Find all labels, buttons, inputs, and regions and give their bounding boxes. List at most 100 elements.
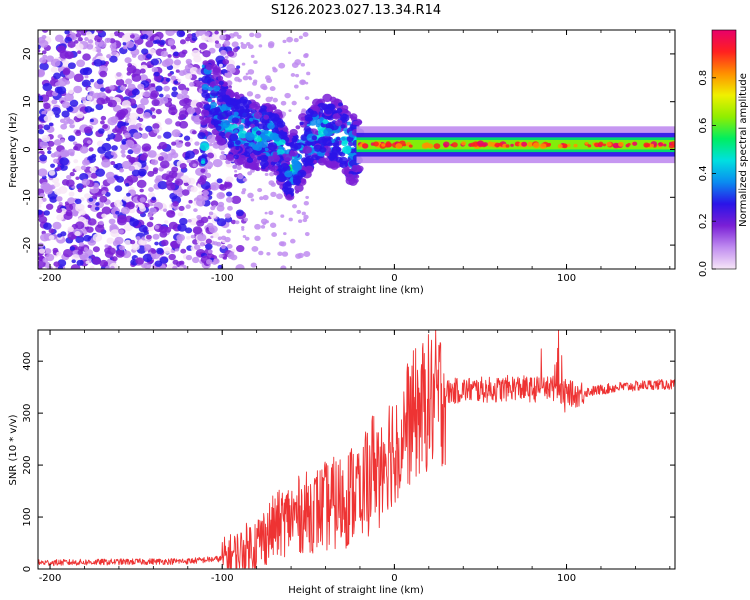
spectrogram-cell [202,60,209,66]
spectrogram-cell [298,35,303,40]
spectrogram-cell [75,32,82,38]
spectrogram-cell [150,159,159,166]
spectrogram-cell [232,164,238,170]
spectrogram-cell [51,99,58,105]
spectrogram-cell [176,93,184,100]
spectrogram-cell [124,57,132,64]
spectrogram-cell [303,214,309,220]
spectrogram-cell [253,135,262,142]
spectrogram-cell [77,188,83,193]
spectrogram-cell [94,224,105,233]
spectrogram-cell [214,30,219,35]
spectrogram-cell [179,99,188,107]
spectrogram-cell [67,197,76,204]
spectrogram-cell [259,196,264,201]
spectrogram-cell [69,123,75,129]
spectrogram-cell [234,140,241,146]
spectrogram-cell [229,67,236,74]
spectrogram-cell [121,100,131,108]
spectrogram-cell [561,143,568,148]
spectrogram-cell [532,142,540,149]
spectrogram-cell [185,73,193,80]
spectrogram-cell [606,141,612,147]
spectrogram-cell [344,166,350,172]
spectrogram-cell [252,81,258,86]
spectrogram-cell [172,259,179,265]
spectrogram-cell [100,87,106,92]
spectrogram-cell [335,147,342,153]
spectrogram-cell [124,239,131,246]
spectrogram-cell [125,78,133,85]
spectrogram-cell [38,204,42,208]
spectrogram-cell [160,50,169,57]
spectrogram-cell [124,139,135,148]
spectrogram-cell [198,191,203,195]
spectrogram-cell [276,193,283,200]
spectrogram-cell [206,134,217,144]
spectrogram-cell [170,75,177,81]
spectrogram-cell [41,110,47,116]
spectrogram-cell [207,222,214,229]
spectrogram-cell [325,122,333,129]
spectrogram-cell [300,134,309,141]
spectrogram-cell [151,249,157,254]
spectrogram-cell [38,49,41,53]
spectrogram-cell [247,69,255,75]
spectrogram-cell [176,239,183,245]
spectrogram-cell [164,220,169,224]
spectrogram-cell [510,143,514,147]
spectrogram-cell [124,132,131,139]
spectrogram-cell [272,66,276,70]
spectrogram-cell [75,176,80,180]
spectrogram-cell [181,89,188,96]
spectrogram-cell [177,266,184,269]
spectrogram-cell [143,230,149,236]
spectrogram-cell [217,236,223,241]
spectrogram-cell [150,107,156,112]
spectrogram-cell [255,130,262,136]
spectrogram-cell [120,206,130,215]
spectrogram-cell [236,65,241,69]
spectrogram-cell [223,143,229,148]
spectrogram-cell [101,190,107,195]
spectrogram-cell [271,127,279,134]
spectrogram-cell [137,202,144,208]
spectrogram-cell [177,78,182,83]
spectrogram-cell [38,209,43,215]
spectrogram-cell [87,39,94,44]
spectrogram-cell [220,49,227,56]
spectrogram-cell [77,245,85,252]
spectrogram-cell [201,91,210,98]
spectrogram-cell [85,260,90,265]
spectrogram-cell [61,101,70,109]
spectrogram-cell [268,210,274,216]
spectrogram-cell [259,140,269,148]
spectrogram-cell [282,39,287,44]
spectrogram-cell [53,181,61,188]
spectrogram-cell [117,214,128,224]
spectrogram-cell [288,109,292,113]
spectrogram-cell [210,184,217,190]
spectrogram-cell [190,186,198,193]
spectrogram-cell [231,195,242,205]
spectrogram-cell [165,77,171,82]
spectrogram-cell [208,47,216,54]
colorbar-tick-label: 0.8 [698,70,709,86]
spectrogram-cell [60,231,67,237]
spectrogram-y-tick-label: -20 [22,237,33,253]
spectrogram-cell [521,141,528,147]
spectrogram-cell [120,125,128,132]
spectrogram-cell [233,129,239,134]
spectrogram-cell [602,143,607,147]
spectrogram-cell [142,253,153,263]
spectrogram-cell [146,30,154,37]
spectrogram-cell [265,152,270,157]
spectrogram-cell [116,72,122,77]
spectrogram-cell [38,69,43,76]
snr-x-axis: -200 -100 0 100 [39,330,671,584]
spectrogram-cell [75,43,84,51]
spectrogram-cell [236,34,242,39]
spectrogram-cell [260,105,267,111]
spectrogram-cell [296,209,302,215]
spectrogram-cell [272,97,278,103]
